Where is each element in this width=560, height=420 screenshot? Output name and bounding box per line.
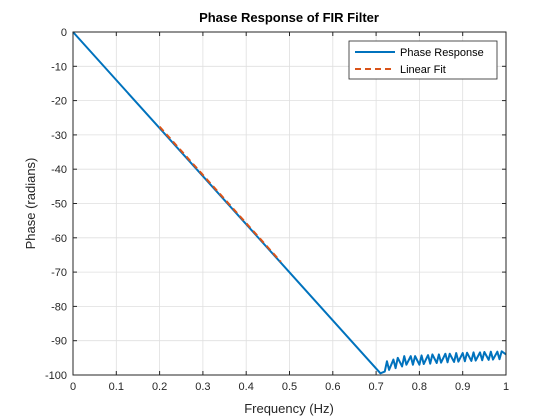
legend-label-linear-fit: Linear Fit <box>400 64 446 76</box>
series-line-phase-response <box>72 31 507 375</box>
legend-label-phase-response: Phase Response <box>400 47 484 59</box>
y-tick-label: -20 <box>51 96 67 108</box>
x-tick-label: 0.4 <box>239 381 254 393</box>
x-axis-label: Frequency (Hz) <box>244 401 334 416</box>
x-tick-label: 0.8 <box>412 381 427 393</box>
y-tick-label: -90 <box>51 336 67 348</box>
x-tick-label: 0.9 <box>455 381 470 393</box>
x-tick-label: 0.7 <box>368 381 383 393</box>
x-tick-label: 0.3 <box>195 381 210 393</box>
x-tick-label: 0.1 <box>109 381 124 393</box>
x-tick-label: 0.5 <box>282 381 297 393</box>
y-axis-label: Phase (radians) <box>23 158 38 250</box>
x-tick-label: 0 <box>70 381 76 393</box>
axis-ticks: 0 0.1 0.2 0.3 0.4 0.5 0.6 0.7 0.8 0.9 1 0 -10 -20 -30 -… <box>45 27 509 393</box>
y-tick-label: -70 <box>51 267 67 279</box>
y-tick-label: -80 <box>51 301 67 313</box>
legend: Phase Response Linear Fit <box>348 40 498 80</box>
chart-title: Phase Response of FIR Filter <box>199 10 379 25</box>
y-tick-label: -100 <box>45 370 67 382</box>
series-layer <box>72 31 507 375</box>
x-tick-label: 1 <box>503 381 509 393</box>
series-line-linear-fit <box>158 126 282 263</box>
x-tick-label: 0.2 <box>152 381 167 393</box>
x-tick-label: 0.6 <box>325 381 340 393</box>
y-tick-label: -50 <box>51 199 67 211</box>
y-tick-label: -30 <box>51 130 67 142</box>
legend-box <box>348 40 498 80</box>
y-tick-label: 0 <box>61 27 67 39</box>
y-tick-label: -40 <box>51 164 67 176</box>
y-tick-label: -10 <box>51 61 67 73</box>
y-tick-label: -60 <box>51 233 67 245</box>
